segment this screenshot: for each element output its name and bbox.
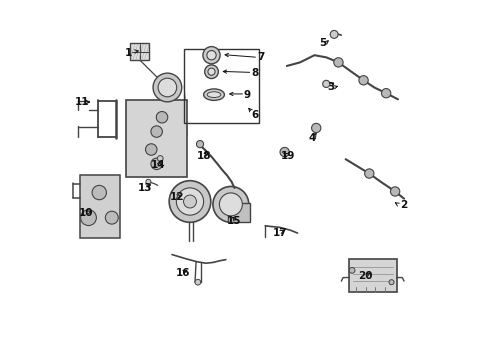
Text: 14: 14 <box>150 160 164 170</box>
Circle shape <box>358 76 367 85</box>
Circle shape <box>219 193 242 216</box>
Text: 6: 6 <box>250 110 258 120</box>
Text: 12: 12 <box>169 192 184 202</box>
Circle shape <box>156 112 167 123</box>
Text: 8: 8 <box>250 68 258 78</box>
Circle shape <box>388 280 393 285</box>
Bar <box>184 49 258 123</box>
Bar <box>348 259 396 292</box>
Circle shape <box>381 89 390 98</box>
Circle shape <box>145 144 157 155</box>
Circle shape <box>207 68 215 75</box>
Circle shape <box>311 123 320 133</box>
Bar <box>228 203 249 222</box>
Circle shape <box>81 210 96 226</box>
Text: 18: 18 <box>197 150 211 161</box>
Text: 13: 13 <box>137 183 152 193</box>
Circle shape <box>212 186 248 222</box>
Circle shape <box>203 46 220 64</box>
Bar <box>80 175 120 238</box>
Circle shape <box>169 181 210 222</box>
Ellipse shape <box>207 92 221 98</box>
Circle shape <box>322 80 329 87</box>
Bar <box>130 43 149 60</box>
Circle shape <box>280 147 289 157</box>
Text: 1: 1 <box>124 48 131 58</box>
Bar <box>126 100 187 177</box>
Circle shape <box>195 279 201 285</box>
Circle shape <box>153 73 182 102</box>
Text: 3: 3 <box>326 82 333 93</box>
Text: 10: 10 <box>79 208 93 218</box>
Circle shape <box>206 50 216 60</box>
Circle shape <box>389 187 399 196</box>
Circle shape <box>333 58 343 67</box>
Text: 20: 20 <box>358 271 372 281</box>
Circle shape <box>329 31 337 39</box>
Text: 16: 16 <box>175 267 190 278</box>
Ellipse shape <box>203 89 224 100</box>
Text: 9: 9 <box>244 90 250 100</box>
Circle shape <box>158 78 176 97</box>
Text: 7: 7 <box>256 52 264 62</box>
Circle shape <box>183 195 196 208</box>
Circle shape <box>176 188 203 215</box>
Text: 17: 17 <box>272 228 286 238</box>
Text: 2: 2 <box>400 200 407 210</box>
Circle shape <box>157 156 163 161</box>
Circle shape <box>364 169 373 178</box>
Circle shape <box>196 140 203 148</box>
Text: 11: 11 <box>75 97 89 107</box>
Circle shape <box>151 158 162 170</box>
Text: 5: 5 <box>318 38 325 48</box>
Circle shape <box>348 267 354 273</box>
Circle shape <box>92 185 106 200</box>
Circle shape <box>145 179 151 184</box>
Text: 19: 19 <box>281 150 295 161</box>
Circle shape <box>151 126 162 137</box>
Circle shape <box>204 65 218 78</box>
Circle shape <box>105 211 118 224</box>
Text: 4: 4 <box>307 133 315 143</box>
Text: 15: 15 <box>227 216 241 226</box>
